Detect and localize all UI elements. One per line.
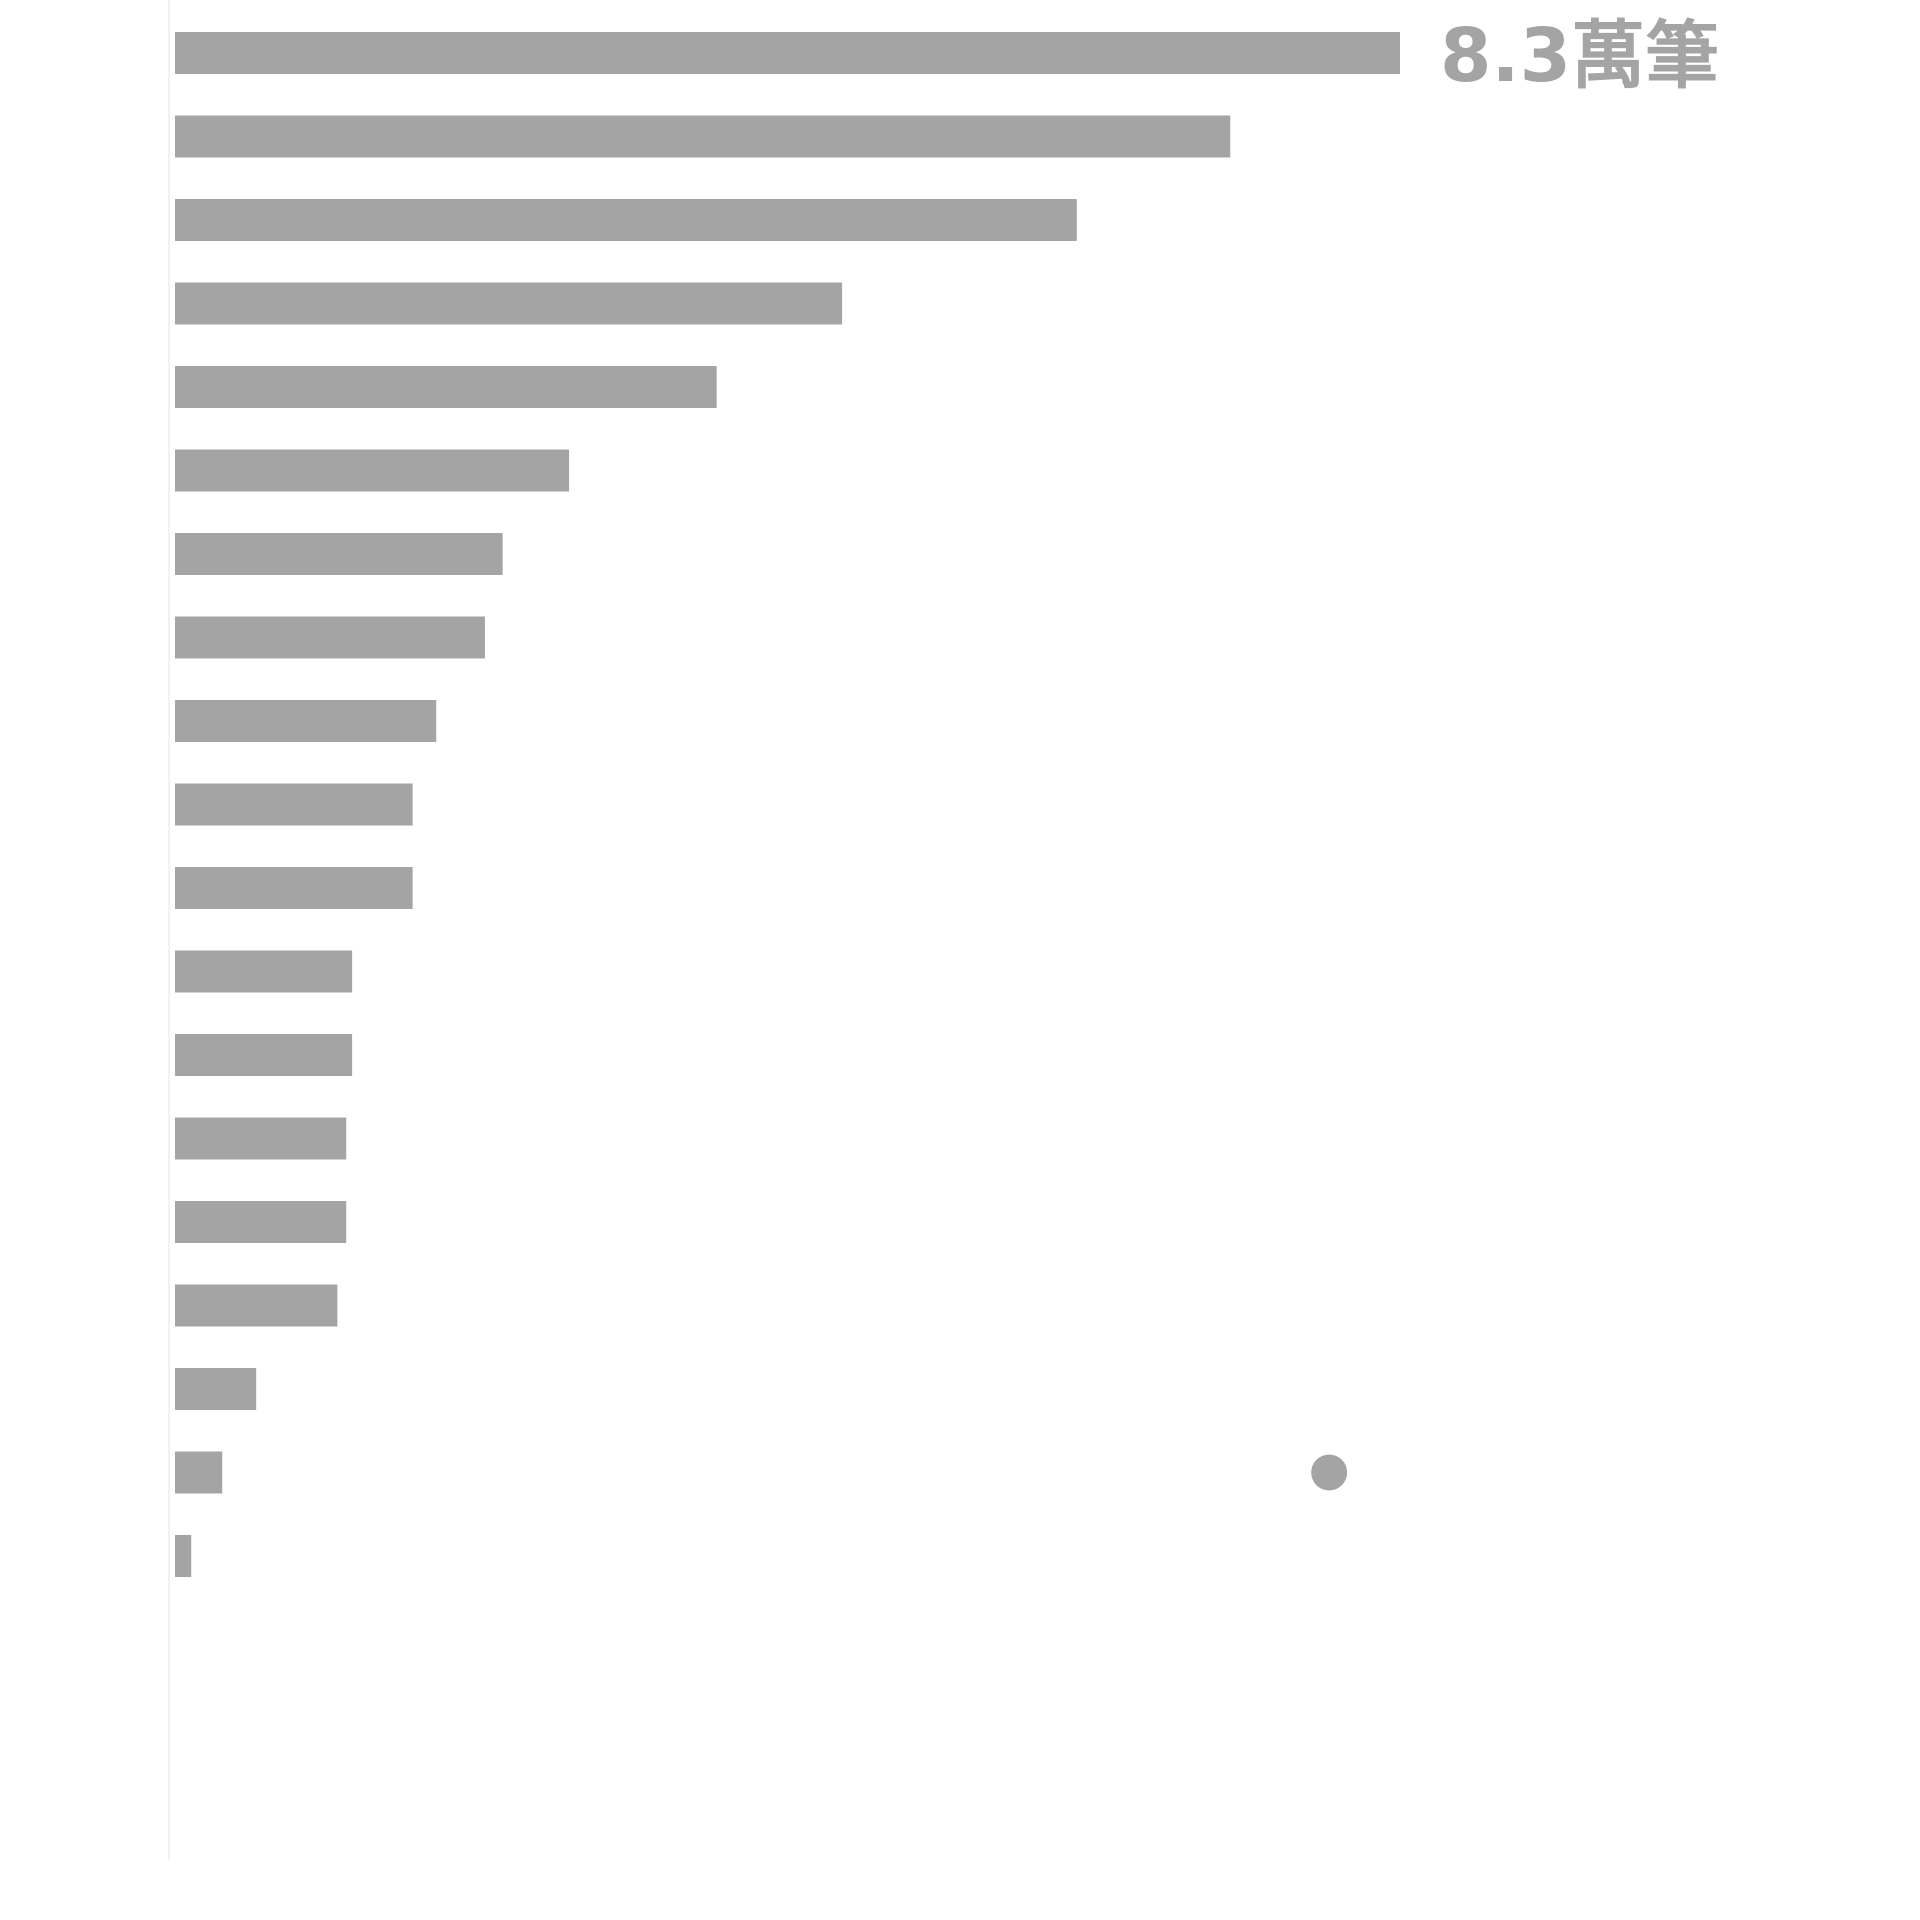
bar-11 xyxy=(175,867,413,909)
bar-14 xyxy=(175,1117,347,1160)
bar-17 xyxy=(175,1368,257,1410)
bars-group xyxy=(175,32,1400,1577)
bar-16 xyxy=(175,1284,338,1327)
bar-15 xyxy=(175,1201,347,1243)
bar-18 xyxy=(175,1451,223,1494)
bar-5 xyxy=(175,366,717,408)
top-bar-value-label: 8.3萬筆 xyxy=(1440,13,1719,99)
bar-4 xyxy=(175,282,843,325)
bar-3 xyxy=(175,199,1077,241)
bar-9 xyxy=(175,700,437,742)
bar-6 xyxy=(175,449,570,492)
bar-19 xyxy=(175,1535,192,1577)
bar-1 xyxy=(175,32,1400,74)
bar-2 xyxy=(175,115,1231,158)
bar-12 xyxy=(175,950,353,993)
bar-7 xyxy=(175,533,503,575)
bar-13 xyxy=(175,1034,353,1076)
marker-dot xyxy=(1311,1454,1348,1491)
bar-10 xyxy=(175,783,413,826)
bar-8 xyxy=(175,616,485,659)
